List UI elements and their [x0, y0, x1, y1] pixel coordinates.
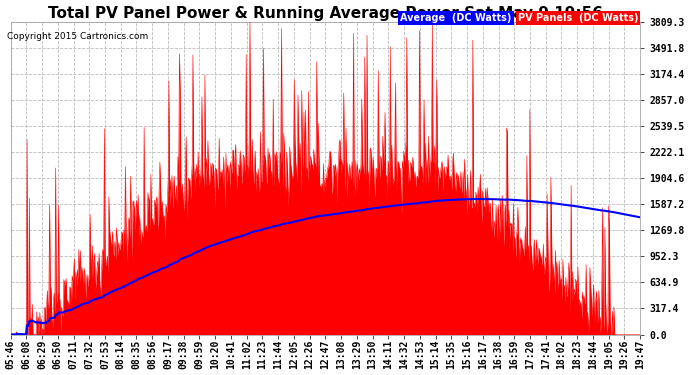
Text: PV Panels  (DC Watts): PV Panels (DC Watts): [518, 13, 638, 23]
Text: Copyright 2015 Cartronics.com: Copyright 2015 Cartronics.com: [7, 32, 148, 41]
Text: Average  (DC Watts): Average (DC Watts): [400, 13, 511, 23]
Title: Total PV Panel Power & Running Average Power Sat May 9 19:56: Total PV Panel Power & Running Average P…: [48, 6, 603, 21]
